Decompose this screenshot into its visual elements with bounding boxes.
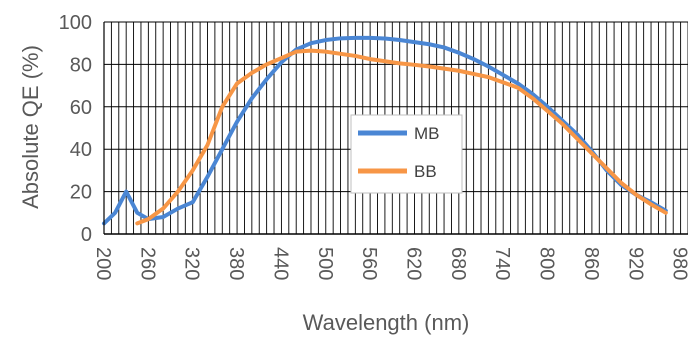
y-tick-label: 100 [59,12,92,34]
y-axis-ticks: 0 20 40 60 80 100 [59,12,92,246]
chart-axes [103,22,688,235]
x-tick-label: 320 [181,247,203,280]
series-layer [102,35,668,226]
y-tick-label: 40 [70,139,92,161]
legend-box [350,114,463,194]
x-tick-label: 500 [314,247,336,280]
legend-label-mb: MB [414,124,440,143]
x-axis-title: Wavelength (nm) [303,310,470,335]
chart-legend: MB BB [350,114,463,194]
x-axis-ticks: 200 260 320 380 440 500 560 620 680 740 800 860 920 9… [92,247,688,280]
x-tick-label: 800 [536,247,558,280]
x-tick-label: 740 [491,247,513,280]
x-tick-label: 260 [136,247,158,280]
x-tick-label: 680 [447,247,469,280]
x-tick-label: 200 [92,247,114,280]
x-tick-label: 380 [225,247,247,280]
y-tick-label: 0 [81,224,92,246]
y-tick-label: 20 [70,182,92,204]
x-tick-label: 440 [269,247,291,280]
x-tick-label: 620 [402,247,424,280]
y-tick-label: 80 [70,54,92,76]
series-line-mb [102,35,668,226]
y-axis-title: Absolute QE (%) [18,45,43,209]
x-tick-label: 920 [624,247,646,280]
x-tick-label: 980 [669,247,688,280]
x-tick-label: 560 [358,247,380,280]
legend-label-bb: BB [414,162,437,181]
y-tick-label: 60 [70,97,92,119]
series-line-bb [135,48,668,226]
x-tick-label: 860 [580,247,602,280]
